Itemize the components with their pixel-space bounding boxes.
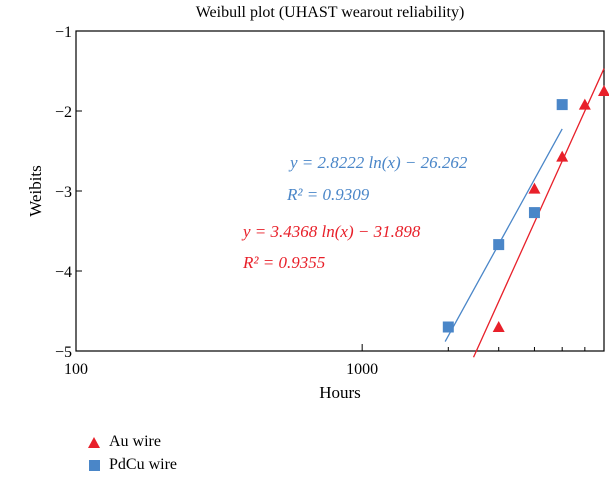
au-wire-point bbox=[528, 182, 541, 194]
x-tick-label: 1000 bbox=[346, 361, 378, 378]
red-triangle-icon bbox=[88, 436, 100, 448]
y-axis: −1 −2 −3 −4 −5 bbox=[55, 24, 82, 361]
chart-title: Weibull plot (UHAST wearout reliability) bbox=[196, 4, 465, 21]
pdcu-fit-r2: R² = 0.9309 bbox=[286, 185, 370, 204]
au-wire-point bbox=[598, 85, 609, 96]
y-axis-label: Weibits bbox=[26, 165, 45, 217]
pdcu-wire-point bbox=[493, 239, 505, 251]
blue-square-icon bbox=[88, 459, 100, 471]
fit-lines bbox=[444, 68, 605, 358]
pdcu-wire-point bbox=[556, 99, 568, 111]
au-wire-point bbox=[556, 150, 569, 162]
pdcu-wire-point bbox=[442, 321, 454, 333]
y-tick-label: −3 bbox=[55, 184, 72, 201]
pdcu-fit-equation: y = 2.8222 ln(x) − 26.262 bbox=[288, 153, 468, 172]
legend-item-pdcu-wire: PdCu wire bbox=[88, 456, 177, 474]
legend-label-au-wire: Au wire bbox=[109, 433, 161, 450]
legend-item-au-wire: Au wire bbox=[88, 433, 161, 451]
y-tick-label: −4 bbox=[55, 264, 72, 281]
fit-line bbox=[444, 128, 563, 342]
x-tick-label: 100 bbox=[64, 361, 88, 378]
au-fit-equation: y = 3.4368 ln(x) − 31.898 bbox=[241, 222, 421, 241]
au-fit-r2: R² = 0.9355 bbox=[242, 253, 325, 272]
pdcu-wire-point bbox=[528, 207, 540, 219]
data-points bbox=[442, 85, 609, 333]
y-tick-label: −5 bbox=[55, 344, 72, 361]
x-axis: 100 1000 bbox=[64, 344, 586, 378]
y-tick-label: −2 bbox=[55, 104, 72, 121]
y-tick-label: −1 bbox=[55, 24, 72, 41]
au-wire-point bbox=[578, 98, 591, 110]
x-axis-label: Hours bbox=[319, 383, 361, 402]
legend-label-pdcu-wire: PdCu wire bbox=[109, 456, 177, 473]
au-wire-point bbox=[492, 321, 505, 332]
